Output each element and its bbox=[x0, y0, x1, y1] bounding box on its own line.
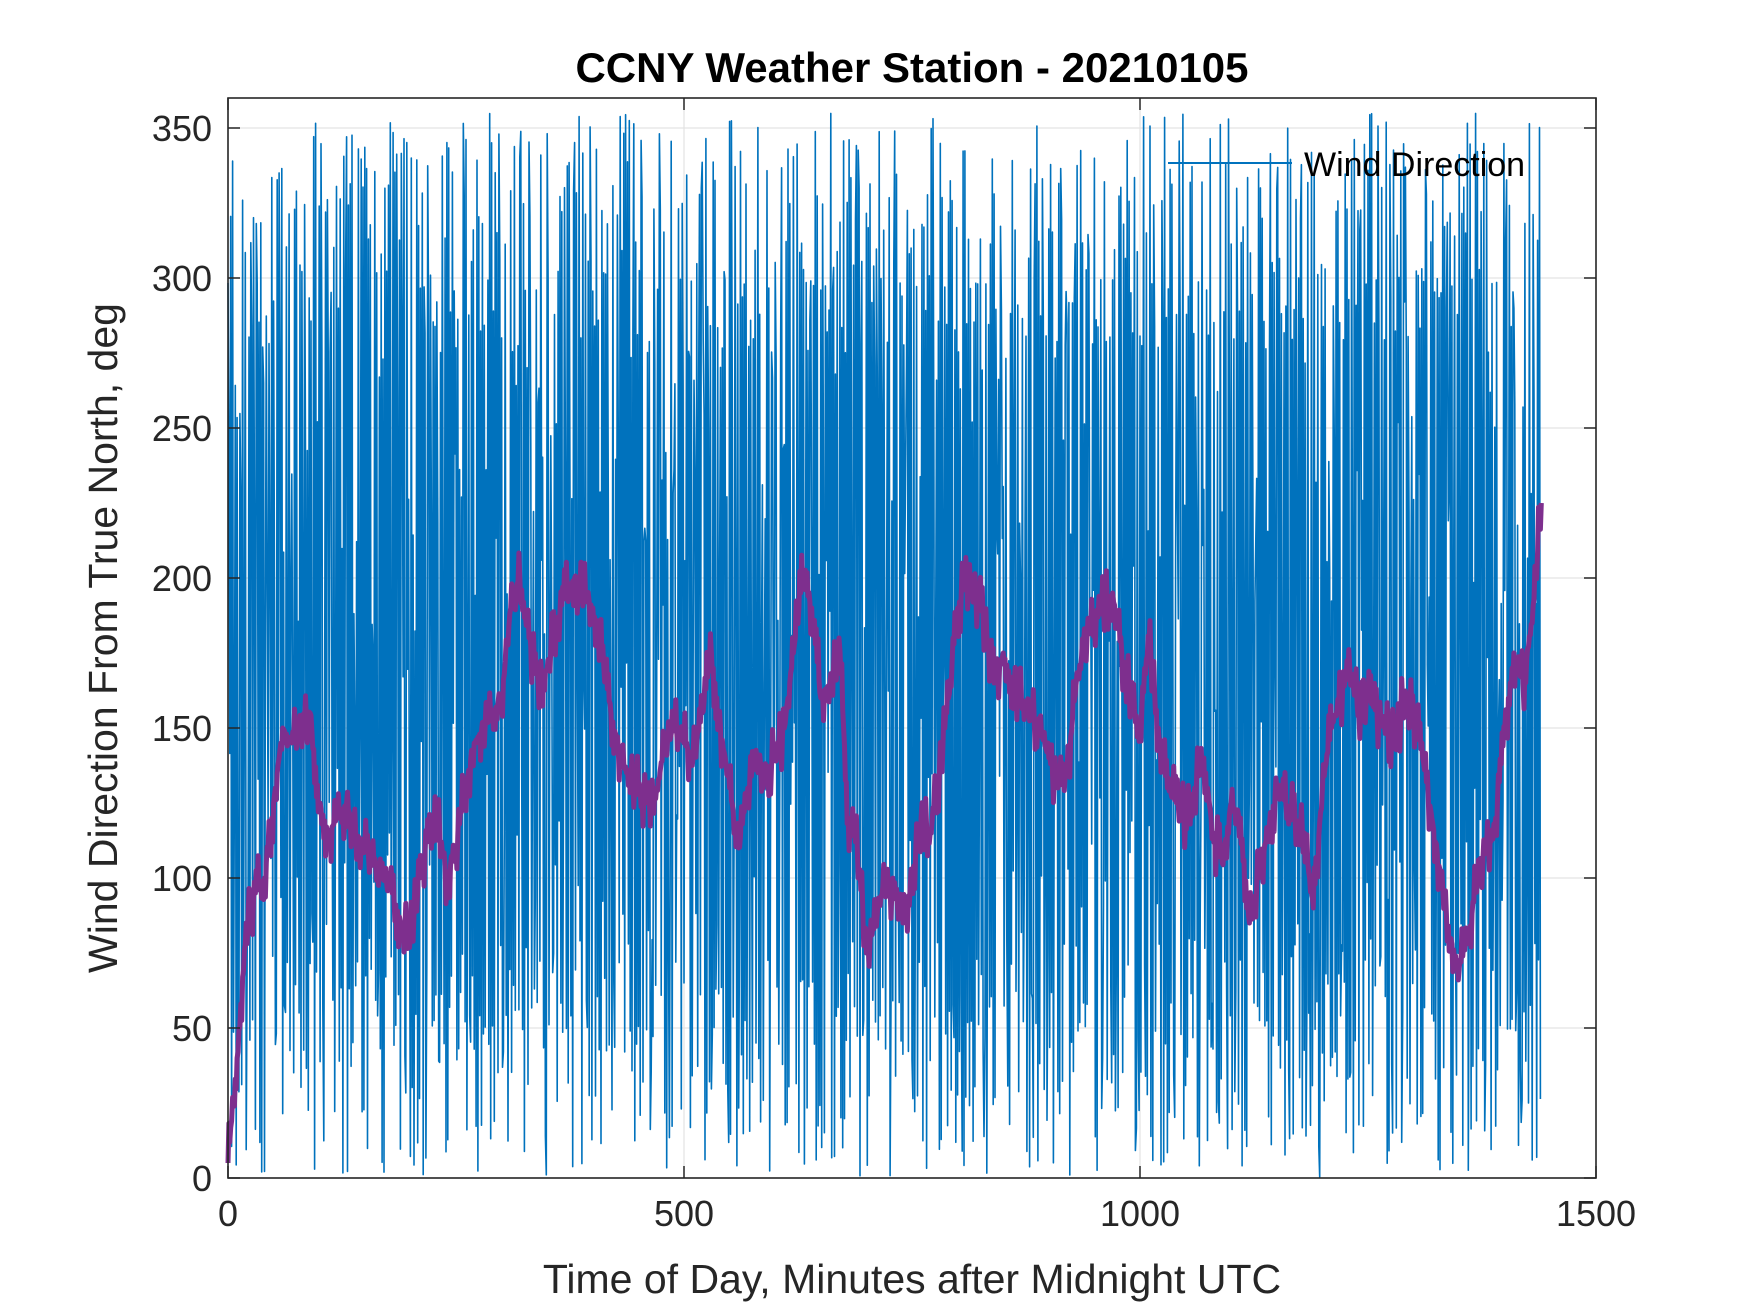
y-tick-label: 100 bbox=[152, 858, 212, 899]
y-tick-label: 250 bbox=[152, 408, 212, 449]
x-axis-label: Time of Day, Minutes after Midnight UTC bbox=[543, 1256, 1281, 1302]
plot-box bbox=[227, 97, 1597, 1179]
x-tick-label: 1000 bbox=[1100, 1193, 1180, 1234]
y-axis-label: Wind Direction From True North, deg bbox=[80, 303, 126, 973]
series-running-mean-line bbox=[225, 502, 1544, 1164]
legend: Wind Direction bbox=[1168, 146, 1525, 184]
chart-title: CCNY Weather Station - 20210105 bbox=[575, 44, 1248, 91]
legend-label-wind-direction: Wind Direction bbox=[1304, 146, 1525, 184]
x-tick-label: 500 bbox=[654, 1193, 714, 1234]
tick-labels: 0 500 1000 1500 0 50 100 150 200 250 300 350 bbox=[152, 108, 1636, 1234]
y-tick-label: 50 bbox=[172, 1008, 212, 1049]
y-tick-label: 350 bbox=[152, 108, 212, 149]
y-tick-label: 200 bbox=[152, 558, 212, 599]
series-wind-direction-line bbox=[227, 112, 1542, 1178]
series-layer bbox=[225, 112, 1544, 1178]
ticks bbox=[227, 98, 1597, 1179]
x-tick-label: 1500 bbox=[1556, 1193, 1636, 1234]
y-tick-label: 300 bbox=[152, 258, 212, 299]
y-tick-label: 0 bbox=[192, 1158, 212, 1199]
x-tick-label: 0 bbox=[218, 1193, 238, 1234]
y-tick-label: 150 bbox=[152, 708, 212, 749]
